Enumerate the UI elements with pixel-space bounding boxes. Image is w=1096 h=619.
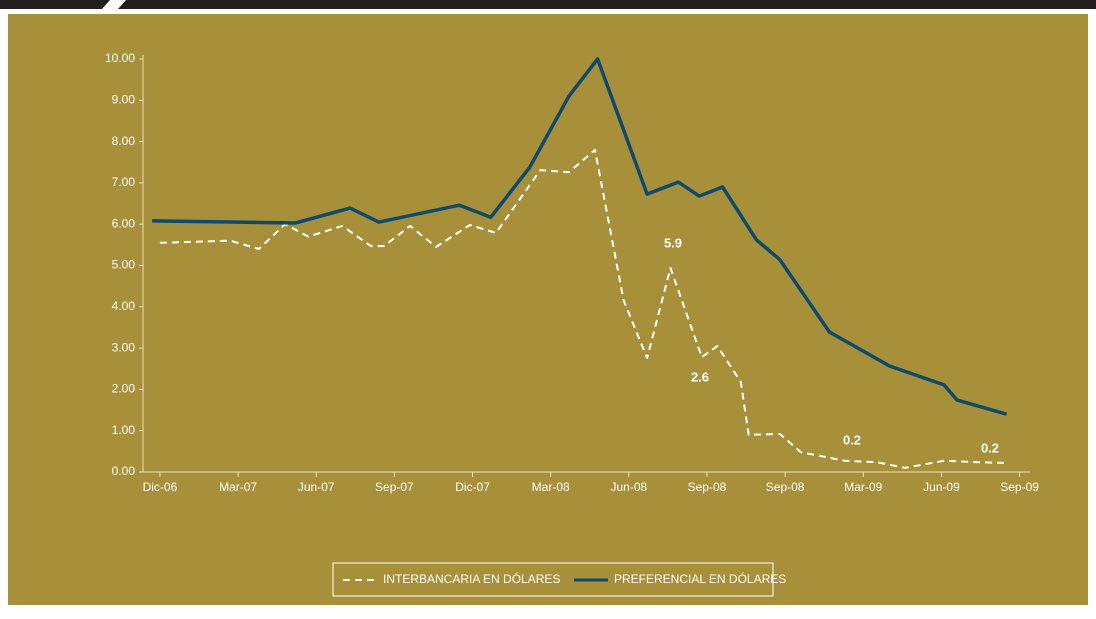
x-tick-label: Sep-07 [375,480,414,494]
x-tick-label: Sep-08 [688,480,727,494]
legend-label: INTERBANCARIA EN DÓLARES [383,571,560,586]
x-tick-label: Mar-07 [219,480,257,494]
y-tick-label: 6.00 [112,216,136,230]
series-line [152,57,1008,416]
x-tick-label: Dic-07 [455,480,490,494]
x-tick-label: Sep-09 [1000,480,1039,494]
y-tick-label: 1.00 [112,423,136,437]
series-line [159,148,1005,469]
y-tick-label: 2.00 [112,382,136,396]
legend-label: PREFERENCIAL EN DÓLARES [614,571,786,586]
y-tick-label: 9.00 [112,92,136,106]
x-tick-label: Dic-06 [143,480,178,494]
top-bar-slash [102,0,126,9]
y-tick-label: 3.00 [112,340,136,354]
annotation: 0.2 [981,440,999,455]
y-tick-label: 5.00 [112,258,136,272]
x-tick-label: Mar-09 [844,480,882,494]
y-tick-label: 4.00 [112,299,136,313]
top-bar [0,0,1096,9]
y-tick-label: 7.00 [112,175,136,189]
y-tick-label: 8.00 [112,134,136,148]
chart-panel [8,14,1088,605]
x-tick-label: Jun-09 [923,480,960,494]
y-tick-label: 0.00 [112,464,136,478]
x-tick-label: Jun-07 [298,480,335,494]
x-tick-label: Sep-08 [766,480,805,494]
legend-box [332,562,774,597]
x-tick-label: Jun-08 [610,480,647,494]
x-tick-label: Mar-08 [532,480,570,494]
annotation: 0.2 [843,432,861,447]
y-tick-label: 10.00 [105,51,135,65]
annotation: 2.6 [691,369,709,384]
annotation: 5.9 [664,235,682,250]
